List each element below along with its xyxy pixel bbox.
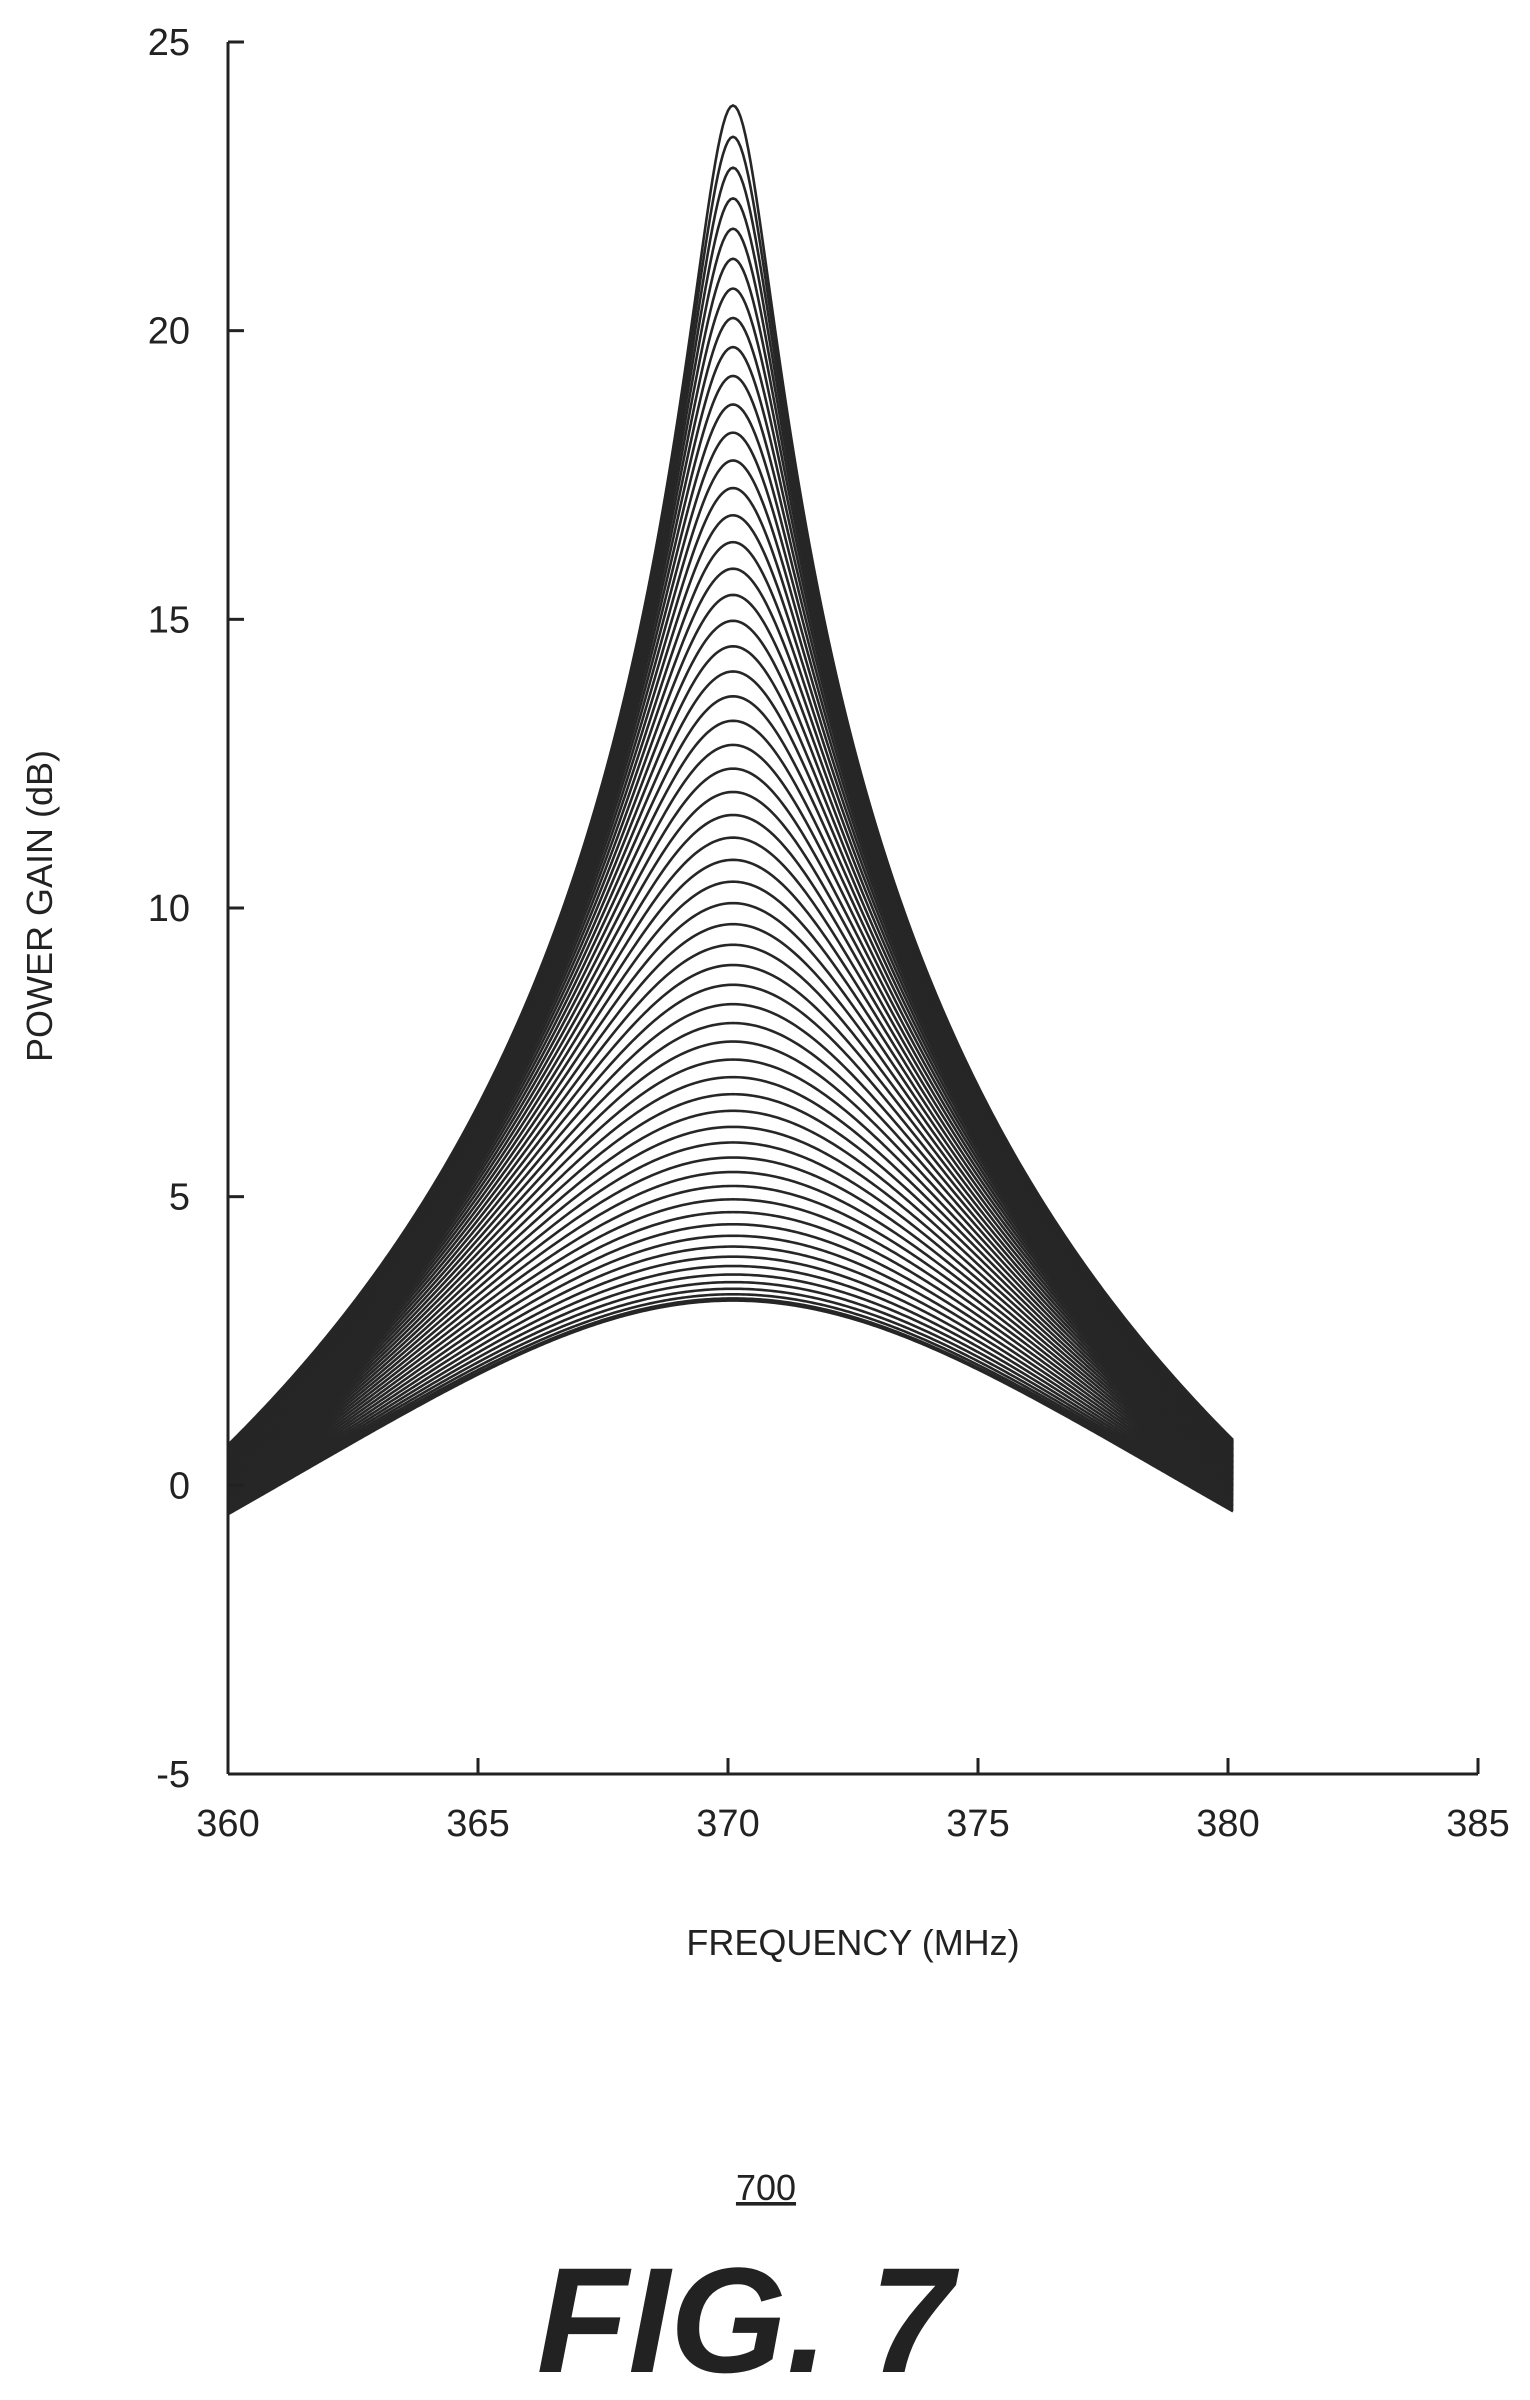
gain-curve [227, 104, 1234, 1446]
y-tick-label: 0 [169, 1465, 190, 1507]
figure-reference-number: 700 [736, 2167, 796, 2208]
gain-curve [227, 1002, 1234, 1488]
gain-curve [227, 1245, 1234, 1506]
gain-curve [227, 1184, 1234, 1500]
gain-curve [227, 743, 1234, 1473]
x-tick-label: 370 [696, 1803, 759, 1845]
gain-curve [227, 963, 1234, 1485]
x-tick-label: 365 [446, 1803, 509, 1845]
y-tick-label: 10 [148, 888, 190, 930]
gain-curve [227, 1234, 1234, 1505]
gain-curve [227, 1170, 1234, 1499]
y-tick-label: 5 [169, 1177, 190, 1219]
gain-curve [227, 1210, 1234, 1503]
gain-curve [227, 1021, 1234, 1489]
x-tick-label: 375 [946, 1803, 1009, 1845]
y-tick-label: -5 [156, 1754, 190, 1796]
gain-curve [227, 1040, 1234, 1490]
x-axis-title: FREQUENCY (MHz) [686, 1922, 1019, 1963]
gain-curve [227, 1109, 1234, 1495]
curve-family [227, 104, 1234, 1516]
gain-curve [227, 719, 1234, 1472]
x-tick-label: 360 [196, 1803, 259, 1845]
gain-curve [227, 670, 1234, 1470]
gain-curve [227, 1292, 1234, 1513]
y-tick-label: 20 [148, 311, 190, 353]
gain-curve [227, 1075, 1234, 1492]
gain-curve [227, 166, 1234, 1449]
gain-curve [227, 943, 1234, 1484]
gain-curve [227, 790, 1234, 1476]
x-tick-label: 380 [1196, 1803, 1259, 1845]
gain-curve [227, 1156, 1234, 1498]
gain-curve [227, 1299, 1234, 1516]
gain-curve [227, 644, 1234, 1469]
y-tick-label: 15 [148, 599, 190, 641]
gain-curve [227, 694, 1234, 1471]
gain-curve [227, 922, 1234, 1483]
axes [226, 42, 1478, 1776]
gain-curve [227, 1287, 1234, 1512]
x-tick-label: 385 [1446, 1803, 1509, 1845]
gain-curve [227, 1297, 1234, 1515]
gain-curve [227, 1222, 1234, 1504]
gain-curve [227, 1280, 1234, 1511]
gain-curve [227, 1264, 1234, 1509]
gain-curve [227, 1273, 1234, 1510]
gain-curve [227, 836, 1234, 1478]
gain-curve [227, 813, 1234, 1477]
gain-curve [227, 767, 1234, 1475]
gain-curve [227, 858, 1234, 1479]
figure-caption: FIG. 7 [537, 2236, 960, 2400]
gain-curve [227, 1141, 1234, 1497]
axis-ticks: 360 365 370 375 380 385 -5 0 5 10 15 20 25 [148, 22, 1510, 1845]
gain-curve [227, 1092, 1234, 1493]
gain-curve [227, 983, 1234, 1486]
gain-curve [227, 901, 1234, 1482]
y-axis-title: POWER GAIN (dB) [19, 750, 60, 1062]
gain-curve [227, 1125, 1234, 1496]
gain-curve [227, 1198, 1234, 1502]
y-tick-label: 25 [148, 22, 190, 64]
gain-curve [227, 1255, 1234, 1508]
gain-curve [227, 1058, 1234, 1491]
gain-curve [227, 880, 1234, 1480]
